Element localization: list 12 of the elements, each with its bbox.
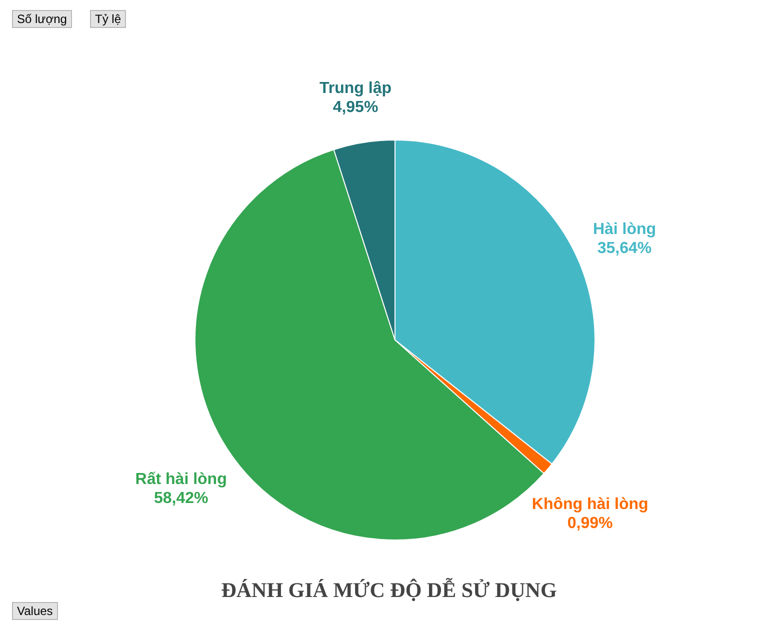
slice-label: Rất hài lòng xyxy=(135,470,227,488)
text: ĐÁNH GIÁ MỨC ĐỘ DỄ SỬ DỤNG xyxy=(221,577,557,602)
text: Values xyxy=(12,602,58,620)
text: Tỷ lệ xyxy=(90,10,126,28)
data-label: 0,99% xyxy=(567,515,613,532)
data-label: 58,42% xyxy=(154,490,208,507)
text: Số lượng xyxy=(12,10,72,28)
data-label: 4,95% xyxy=(332,99,378,116)
data-label: 35,64% xyxy=(597,240,652,257)
slice-label: Hài lòng xyxy=(592,220,656,238)
slice-label: Trung lập xyxy=(320,80,392,98)
slice-label: Không hài lòng xyxy=(532,496,648,514)
